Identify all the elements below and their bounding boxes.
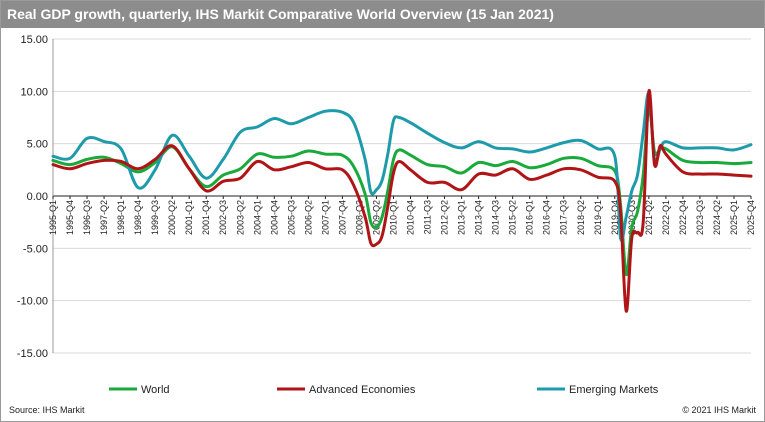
x-tick-label: 2005-Q3: [286, 200, 296, 235]
y-tick-label: 0.00: [27, 191, 48, 203]
x-tick-label: 2000-Q2: [167, 200, 177, 235]
x-tick-label: 1998-Q4: [133, 200, 143, 235]
x-tick-label: 2018-Q2: [576, 200, 586, 235]
x-tick-label: 2016-Q1: [525, 200, 535, 235]
legend-label-emerging-markets: Emerging Markets: [569, 384, 659, 396]
x-tick-label: 2022-Q4: [678, 200, 688, 235]
y-tick-label: -15.00: [17, 348, 48, 360]
chart-title: Real GDP growth, quarterly, IHS Markit C…: [7, 6, 554, 22]
x-tick-label: 2010-Q4: [406, 200, 416, 235]
x-tick-label: 2008-Q3: [354, 200, 364, 235]
legend: World Advanced Economies Emerging Markets: [109, 384, 659, 396]
title-bar: Real GDP growth, quarterly, IHS Markit C…: [1, 1, 764, 28]
x-tick-label: 2016-Q4: [542, 200, 552, 235]
x-tick-label: 2004-Q1: [252, 200, 262, 235]
x-tick-label: 1998-Q1: [116, 200, 126, 235]
source-note: Source: IHS Markit: [9, 405, 85, 415]
x-tick-label: 2004-Q4: [269, 200, 279, 235]
series-line-advanced-economies: [51, 89, 753, 313]
x-tick-label: 2013-Q4: [474, 200, 484, 235]
x-tick-label: 2006-Q2: [303, 200, 313, 235]
legend-label-advanced-economies: Advanced Economies: [309, 384, 416, 396]
x-tick-label: 2010-Q1: [388, 200, 398, 235]
x-tick-label: 2025-Q4: [746, 200, 756, 235]
x-tick-label: 2017-Q3: [559, 200, 569, 235]
x-tick-label: 1996-Q3: [82, 200, 92, 235]
x-tick-label: 2002-Q3: [218, 200, 228, 235]
x-tick-label: 1999-Q3: [150, 200, 160, 235]
y-tick-label: -10.00: [17, 296, 48, 308]
y-tick-label: 15.00: [20, 34, 48, 46]
x-tick-label: 2015-Q2: [508, 200, 518, 235]
x-tick-label: 2001-Q1: [184, 200, 194, 235]
copyright-note: © 2021 IHS Markit: [682, 405, 756, 415]
x-tick-label: 1995-Q4: [65, 200, 75, 235]
x-tick-label: 2022-Q1: [661, 200, 671, 235]
y-tick-label: 10.00: [20, 86, 48, 98]
x-tick-label: 2023-Q3: [695, 200, 705, 235]
series-lines: [51, 89, 753, 313]
zero-axis: [52, 39, 751, 353]
x-tick-label: 2007-Q4: [337, 200, 347, 235]
x-axis-tick-labels: 1995-Q1 1995-Q4 1996-Q3 1997-Q2 1998-Q1 1998-…: [48, 196, 756, 235]
x-tick-label: 2021-Q2: [644, 200, 654, 235]
x-tick-label: 1997-Q2: [99, 200, 109, 235]
x-tick-label: 2011-Q3: [423, 200, 433, 234]
x-tick-label: 2007-Q1: [320, 200, 330, 235]
x-tick-label: 2012-Q2: [440, 200, 450, 235]
x-tick-label: 2024-Q2: [712, 200, 722, 235]
x-tick-label: 2019-Q1: [593, 200, 603, 235]
y-tick-label: -5.00: [23, 243, 48, 255]
x-tick-label: 1995-Q1: [48, 200, 58, 235]
x-tick-label: 2014-Q3: [491, 200, 501, 235]
y-axis-tick-labels: 15.00 10.00 5.00 0.00 -5.00 -10.00 -15.00: [17, 34, 48, 360]
x-tick-label: 2019-Q4: [610, 200, 620, 235]
x-tick-label: 2009-Q2: [371, 200, 381, 235]
legend-label-world: World: [141, 384, 170, 396]
x-tick-label: 2025-Q1: [729, 200, 739, 235]
y-tick-label: 5.00: [27, 139, 48, 151]
x-tick-label: 2020-Q3: [627, 200, 637, 235]
x-tick-label: 2003-Q2: [235, 200, 245, 235]
x-tick-label: 2001-Q4: [201, 200, 211, 235]
x-tick-label: 2013-Q1: [457, 200, 467, 235]
series-line-emerging-markets: [51, 91, 753, 242]
